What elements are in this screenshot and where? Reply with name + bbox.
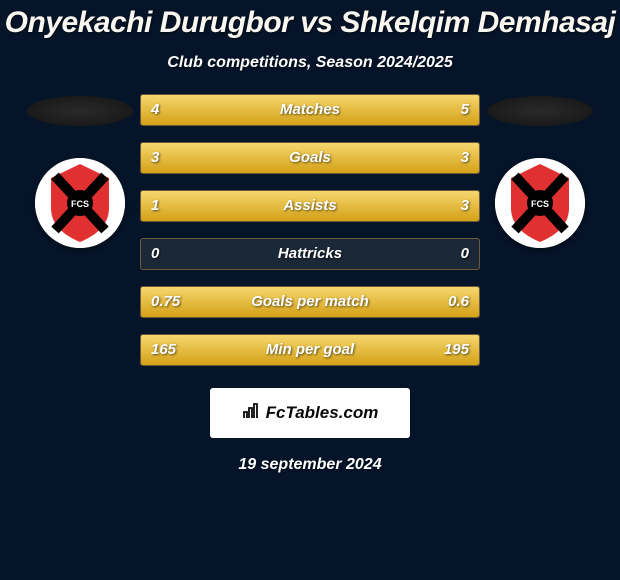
comparison-infographic: { "title": "Onyekachi Durugbor vs Shkelq… — [0, 0, 620, 580]
svg-text:FCS: FCS — [71, 199, 89, 209]
stat-row-min-per-goal: Min per goal165 195 — [140, 334, 480, 366]
stat-value-left: 4 — [151, 95, 159, 125]
xamax-logo-icon: FCS — [495, 158, 585, 248]
subtitle: Club competitions, Season 2024/2025 — [0, 54, 620, 72]
brand-badge: FcTables.com — [210, 388, 410, 438]
brand-text: FcTables.com — [266, 403, 379, 423]
team-logo-right: FCS — [495, 158, 585, 248]
player-shadow-right — [487, 96, 593, 126]
stat-label: Goals — [141, 143, 479, 173]
chart-icon — [242, 402, 260, 425]
stat-row-hattricks: Hattricks0 0 — [140, 238, 480, 270]
player-shadow-left — [27, 96, 133, 126]
xamax-logo-icon: FCS — [35, 158, 125, 248]
stat-value-left: 3 — [151, 143, 159, 173]
svg-text:FCS: FCS — [531, 199, 549, 209]
date-text: 19 september 2024 — [0, 456, 620, 474]
page-title: Onyekachi Durugbor vs Shkelqim Demhasaj — [0, 0, 620, 40]
stat-row-matches: Matches4 5 — [140, 94, 480, 126]
stat-label: Matches — [141, 95, 479, 125]
stat-value-right: 5 — [461, 95, 469, 125]
stat-value-right: 195 — [444, 335, 469, 365]
stat-value-left: 165 — [151, 335, 176, 365]
stat-value-left: 1 — [151, 191, 159, 221]
stat-value-left: 0 — [151, 239, 159, 269]
stat-label: Assists — [141, 191, 479, 221]
stat-label: Min per goal — [141, 335, 479, 365]
stat-value-right: 0.6 — [448, 287, 469, 317]
stat-row-goals: Goals3 3 — [140, 142, 480, 174]
stat-value-right: 3 — [461, 143, 469, 173]
left-side: FCS — [20, 90, 140, 248]
stats-bars: Matches45Goals33Assists13Hattricks00Goal… — [140, 90, 480, 366]
right-side: FCS — [480, 90, 600, 248]
stat-label: Hattricks — [141, 239, 479, 269]
stat-label: Goals per match — [141, 287, 479, 317]
stat-value-right: 3 — [461, 191, 469, 221]
stat-value-left: 0.75 — [151, 287, 180, 317]
stat-row-goals-per-match: Goals per match0.75 0.6 — [140, 286, 480, 318]
stat-row-assists: Assists1 3 — [140, 190, 480, 222]
team-logo-left: FCS — [35, 158, 125, 248]
stat-value-right: 0 — [461, 239, 469, 269]
main-row: FCS Matches45Goals33Assists13Hattricks00… — [0, 90, 620, 366]
